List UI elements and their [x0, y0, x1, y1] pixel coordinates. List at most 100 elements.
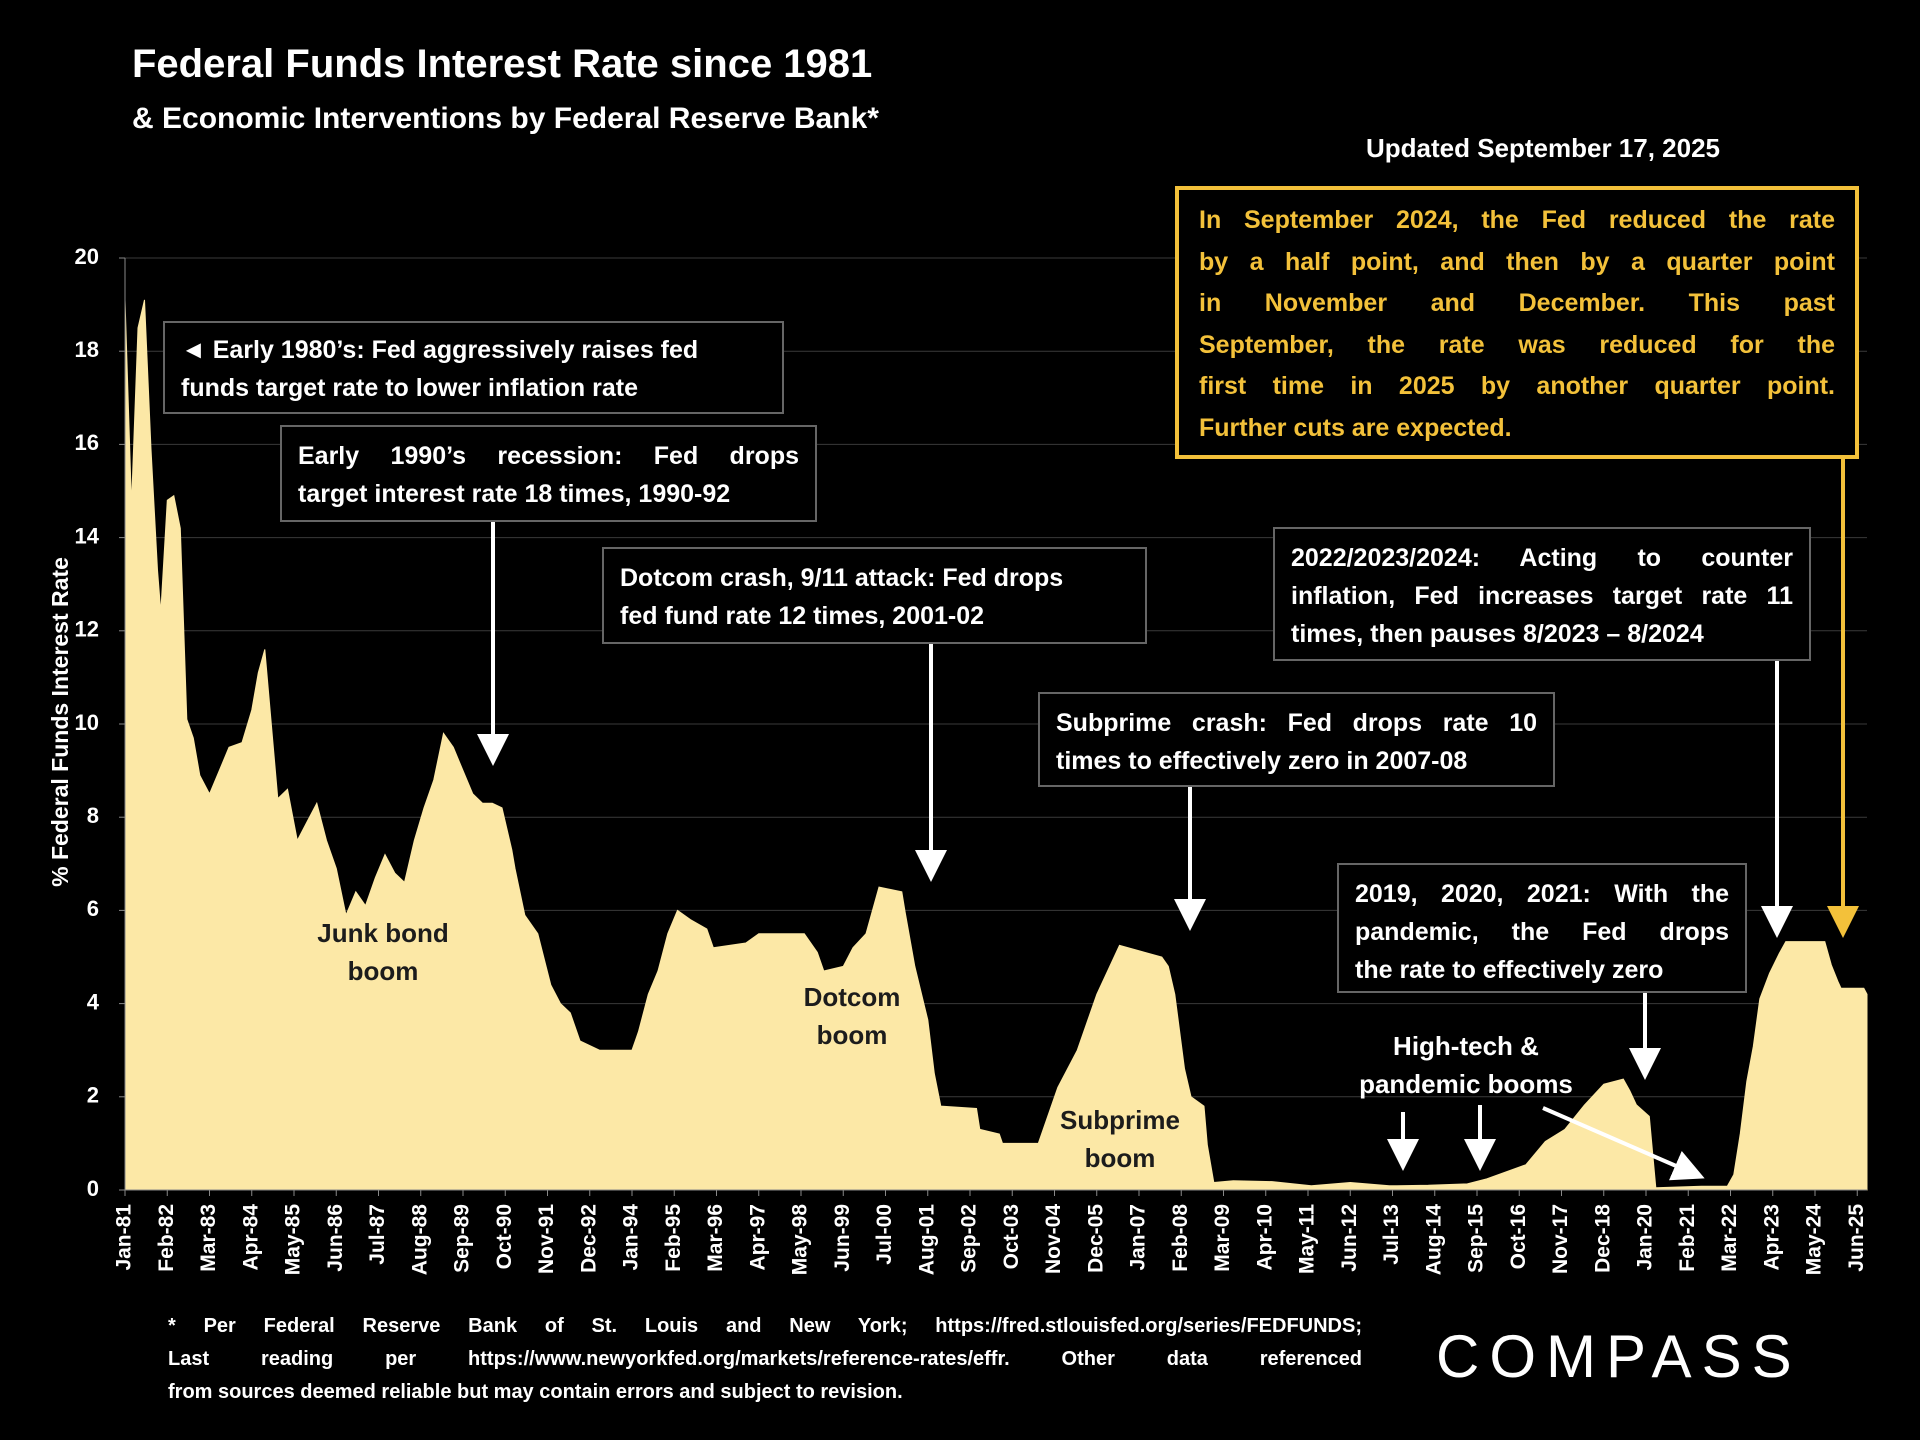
- x-tick-label: May-24: [1803, 1204, 1826, 1276]
- y-tick-label: 14: [75, 523, 100, 548]
- annotation-box: Dotcom crash, 9/11 attack: Fed drops fed…: [602, 547, 1147, 644]
- boom-label: High-tech & pandemic booms: [1336, 1027, 1596, 1103]
- highlight-text: September, the rate was reduced for the: [1199, 330, 1835, 359]
- highlight-text: In September 2024, the Fed reduced the r…: [1199, 206, 1835, 234]
- footnote: * Per Federal Reserve Bank of St. Louis …: [168, 1310, 1362, 1409]
- y-tick-label: 16: [75, 430, 99, 455]
- annotation-text: funds target rate to lower inflation rat…: [181, 374, 638, 402]
- x-tick-label: May-85: [282, 1204, 305, 1276]
- x-tick-label: Jan-94: [620, 1204, 643, 1271]
- x-tick-label: May-98: [789, 1204, 812, 1276]
- x-tick-label: Nov-91: [535, 1204, 558, 1274]
- x-tick-label: Jan-20: [1634, 1204, 1657, 1271]
- annotation-text: fed fund rate 12 times, 2001-02: [620, 602, 985, 630]
- x-tick-label: Sep-15: [1465, 1204, 1488, 1273]
- annotation-text: target interest rate 18 times, 1990-92: [298, 480, 731, 508]
- highlight-text: first time in 2025 by another quarter po…: [1199, 372, 1835, 400]
- annotation-text: Subprime crash: Fed drops rate 10: [1056, 709, 1537, 737]
- x-tick-label: Jun-99: [831, 1204, 854, 1272]
- y-tick-label: 2: [87, 1083, 99, 1108]
- x-tick-label: Aug-01: [915, 1204, 938, 1275]
- y-tick-label: 0: [87, 1176, 99, 1201]
- x-tick-label: Aug-14: [1422, 1204, 1445, 1275]
- x-tick-label: Jul-87: [366, 1204, 389, 1265]
- highlight-text: Further cuts are expected.: [1199, 413, 1512, 442]
- x-tick-label: Mar-22: [1718, 1204, 1741, 1272]
- annotation-box: Early 1990’s recession: Fed drops target…: [280, 425, 817, 522]
- subtitle: & Economic Interventions by Federal Rese…: [132, 102, 879, 135]
- y-tick-label: 6: [87, 896, 99, 921]
- x-tick-label: Apr-10: [1253, 1204, 1276, 1271]
- x-tick-label: Apr-23: [1760, 1204, 1783, 1271]
- annotation-box: 2022/2023/2024: Acting to counter inflat…: [1273, 527, 1811, 661]
- updated-date: Updated September 17, 2025: [1365, 133, 1721, 163]
- boom-text: boom: [816, 1020, 888, 1050]
- y-axis-label: % Federal Funds Interest Rate: [47, 557, 73, 887]
- x-tick-label: Jan-81: [113, 1204, 136, 1271]
- y-tick-label: 10: [75, 710, 99, 735]
- x-tick-label: Jun-12: [1338, 1204, 1361, 1272]
- highlight-box: In September 2024, the Fed reduced the r…: [1175, 186, 1859, 459]
- x-tick-label: Dec-05: [1084, 1204, 1107, 1273]
- y-tick-label: 8: [87, 803, 99, 828]
- boom-label: Subprime boom: [1020, 1101, 1220, 1177]
- footnote-line: Last reading per https://www.newyorkfed.…: [168, 1348, 1362, 1370]
- x-tick-label: Feb-82: [155, 1204, 178, 1272]
- annotation-box: 2019, 2020, 2021: With the pandemic, the…: [1337, 863, 1747, 993]
- area: [124, 299, 1868, 1191]
- annotation-box: ◄ Early 1980’s: Fed aggressively raises …: [163, 321, 784, 414]
- annotation-box: Subprime crash: Fed drops rate 10 times …: [1038, 692, 1555, 787]
- logo: COMPASS: [1436, 1323, 1802, 1390]
- x-tick-label: Oct-03: [1000, 1204, 1023, 1269]
- x-tick-label: Mar-09: [1211, 1204, 1234, 1272]
- x-tick-label: Jul-13: [1380, 1204, 1403, 1265]
- annotation-text: Dotcom crash, 9/11 attack: Fed drops: [620, 564, 1064, 592]
- y-tick-label: 4: [87, 989, 100, 1014]
- annotation-text: Early 1990’s recession: Fed drops: [298, 442, 799, 470]
- highlight-text: by a half point, and then by a quarter p…: [1199, 247, 1835, 276]
- x-tick-label: Sep-02: [958, 1204, 981, 1273]
- y-tick-label: 18: [75, 337, 99, 362]
- x-tick-label: Dec-92: [577, 1204, 600, 1273]
- x-tick-label: Jul-00: [873, 1204, 896, 1265]
- x-tick-label: Aug-88: [408, 1204, 431, 1275]
- plot-area: 0 2 4 6 8 10 12 14 16 18 20 Jan-81 Feb-82 Mar-83 Apr-8…: [75, 244, 1868, 1275]
- arrow: [1542, 1106, 1705, 1181]
- annotation-text: times, then pauses 8/2023 – 8/2024: [1291, 620, 1704, 648]
- boom-text: Dotcom: [803, 982, 901, 1012]
- annotation-text: 2022/2023/2024: Acting to counter: [1291, 544, 1793, 572]
- boom-text: High-tech &: [1393, 1031, 1539, 1061]
- annotation-text: inflation, Fed increases target rate 11: [1291, 582, 1793, 610]
- x-tick-label: Oct-90: [493, 1204, 516, 1269]
- boom-text: Subprime: [1060, 1105, 1180, 1135]
- title: Federal Funds Interest Rate since 1981: [132, 42, 873, 86]
- x-tick-label: Mar-83: [197, 1204, 220, 1272]
- arrows: [477, 459, 1859, 1181]
- boom-label: Junk bond boom: [283, 914, 483, 990]
- x-tick-label: Jan-07: [1127, 1204, 1150, 1271]
- footnote-line: from sources deemed reliable but may con…: [168, 1381, 903, 1403]
- x-tick-label: Jun-86: [324, 1204, 347, 1272]
- annotation-text: 2019, 2020, 2021: With the: [1355, 880, 1729, 908]
- x-tick-label: Nov-04: [1042, 1204, 1065, 1274]
- y-tick-label: 12: [75, 617, 99, 642]
- annotation-text: ◄ Early 1980’s: Fed aggressively raises …: [181, 336, 699, 364]
- highlight-text: in November and December. This past: [1199, 289, 1835, 317]
- footnote-line: * Per Federal Reserve Bank of St. Louis …: [168, 1315, 1362, 1337]
- x-tick-label: Dec-18: [1591, 1204, 1614, 1273]
- x-tick-label: Sep-89: [451, 1204, 474, 1273]
- x-tick-label: Oct-16: [1507, 1204, 1530, 1269]
- x-tick-label: Mar-96: [704, 1204, 727, 1272]
- x-tick-label: Feb-95: [662, 1204, 685, 1272]
- boom-text: boom: [347, 956, 419, 986]
- x-tick-label: Apr-84: [239, 1204, 262, 1271]
- x-tick-label: Feb-08: [1169, 1204, 1192, 1272]
- x-tick-label: May-11: [1296, 1204, 1319, 1274]
- x-tick-label: Feb-21: [1676, 1204, 1699, 1272]
- boom-label: Dotcom boom: [752, 978, 952, 1054]
- annotation-text: times to effectively zero in 2007-08: [1056, 747, 1468, 775]
- annotation-text: the rate to effectively zero: [1355, 956, 1664, 984]
- x-tick-label: Jun-25: [1845, 1204, 1868, 1272]
